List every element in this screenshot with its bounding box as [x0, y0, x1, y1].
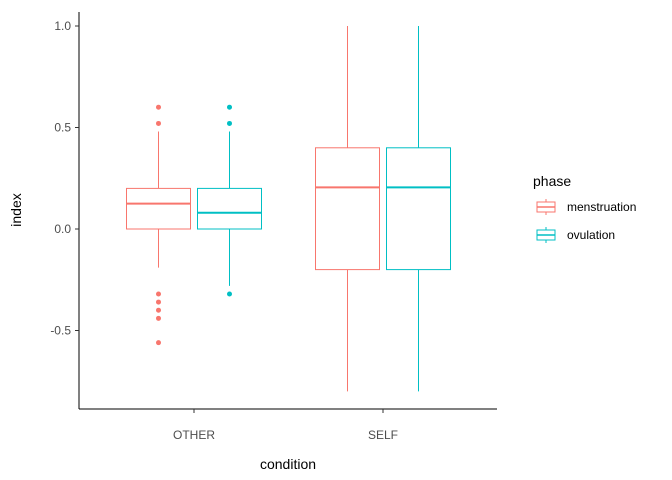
outlier-point [227, 104, 232, 110]
legend-key-ovulation: ovulation [536, 227, 615, 243]
y-axis-title: index [8, 193, 24, 226]
box-iqr [386, 147, 451, 271]
x-tick-label: OTHER [173, 428, 215, 442]
legend-key-menstruation: menstruation [536, 199, 636, 215]
box-iqr [315, 147, 380, 271]
y-tick-label: 0.5 [54, 121, 71, 135]
outlier-point [156, 340, 161, 346]
y-tick-label: -0.5 [50, 324, 71, 338]
outlier-point [156, 291, 161, 297]
outlier-point [156, 104, 161, 110]
outlier-point [156, 315, 161, 321]
legend-label: menstruation [567, 200, 636, 214]
legend: phase menstruation ovulation [533, 173, 636, 243]
box-iqr [126, 187, 191, 230]
legend-label: ovulation [567, 228, 615, 242]
boxplot-ovulation-self [386, 26, 451, 392]
box-iqr [197, 187, 262, 230]
x-tick-label: SELF [368, 428, 398, 442]
boxplot-menstruation-other [126, 104, 191, 346]
outlier-point [156, 120, 161, 126]
boxplot-ovulation-other [197, 104, 262, 297]
x-axis-title: condition [260, 456, 316, 472]
y-tick-label: 0.0 [54, 222, 71, 236]
outlier-point [227, 120, 232, 126]
x-axis-ticks: OTHER SELF [173, 409, 398, 442]
plot-area [126, 26, 451, 392]
y-tick-label: 1.0 [54, 19, 71, 33]
outlier-point [156, 299, 161, 305]
legend-title: phase [533, 173, 571, 189]
outlier-point [227, 291, 232, 297]
y-axis-ticks: -0.5 0.0 0.5 1.0 [50, 19, 79, 338]
outlier-point [156, 307, 161, 313]
boxplot-menstruation-self [315, 26, 380, 392]
